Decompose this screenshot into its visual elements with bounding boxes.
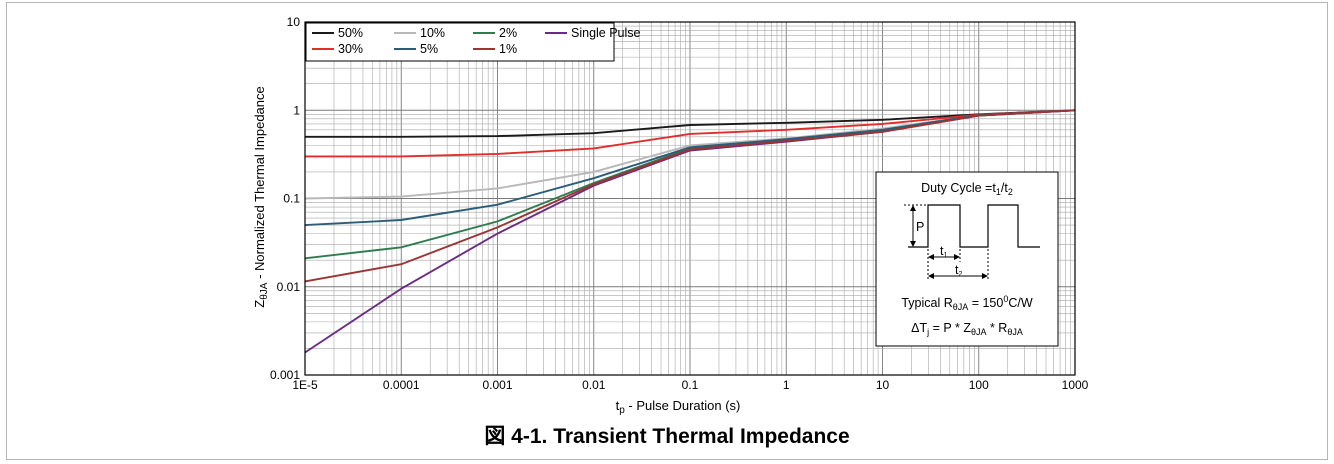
plot-border — [304, 21, 1076, 376]
y-tick-label: 10 — [287, 15, 301, 29]
series-line-30- — [305, 109, 1076, 158]
caption-prefix: 図 4-1. — [484, 425, 548, 448]
duty-cycle-inset: Duty Cycle =t1/t2 P t1 t2 Typical RθJA =… — [875, 171, 1059, 347]
legend-label-2-: 2% — [499, 26, 517, 40]
series-line-1- — [304, 109, 1076, 283]
inset-delta-t: ΔTj = P * ZθJA * RθJA — [911, 321, 1023, 337]
typ-value: = 150 — [968, 296, 1003, 310]
x-tick-label: 0.1 — [682, 378, 699, 392]
dt-eq: = P * Z — [929, 321, 971, 335]
x-tick-label: 10 — [876, 378, 890, 392]
t1-label: t1 — [940, 244, 947, 259]
t1-arrow-right — [954, 254, 960, 260]
p-arrow-up — [910, 205, 916, 211]
p-label: P — [916, 220, 924, 234]
t1-main: t — [940, 244, 944, 258]
legend-label-50-: 50% — [338, 26, 363, 40]
series-line-50- — [305, 109, 1076, 138]
legend-label-single-pulse: Single Pulse — [571, 26, 641, 40]
dt-sub: j — [926, 327, 929, 337]
t2-main: t — [955, 263, 959, 277]
t2-sub: 2 — [958, 271, 962, 278]
figure-caption: 図 4-1. Transient Thermal Impedance — [0, 420, 1334, 450]
p-arrow-down — [910, 241, 916, 247]
inset-typical: Typical RθJA = 1500C/W — [901, 294, 1033, 312]
x-tick-label: 1E-5 — [292, 378, 318, 392]
pulse-waveform — [908, 204, 1040, 248]
legend-label-1-: 1% — [499, 42, 517, 56]
x-axis-label: tp - Pulse Duration (s) — [616, 398, 741, 416]
x-tick-label: 1000 — [1062, 378, 1089, 392]
x-tick-label: 0.0001 — [383, 378, 420, 392]
legend-label-10-: 10% — [420, 26, 445, 40]
duty-sub2: 2 — [1008, 187, 1013, 197]
dt-sub3: θJA — [1007, 327, 1023, 337]
duty-sub1: 1 — [996, 187, 1001, 197]
t2-arrow-left — [928, 273, 934, 279]
dt-times: * R — [986, 321, 1007, 335]
y-tick-label: 1 — [293, 103, 300, 117]
y-tick-label: 0.01 — [277, 280, 301, 294]
y-axis-label-rest: - Normalized Thermal Impedance — [252, 86, 267, 282]
x-axis-label-sub: p — [619, 405, 625, 416]
y-axis-label-main: Z — [252, 300, 267, 308]
duty-slash: /t — [1001, 181, 1008, 195]
y-axis-label: ZθJA - Normalized Thermal Impedance — [252, 86, 270, 307]
inset-box — [875, 171, 1059, 347]
y-tick-label: 0.1 — [283, 192, 300, 206]
legend-label-30-: 30% — [338, 42, 363, 56]
tick-labels: 1E-5 0.0001 0.001 0.01 0.1 1 10 100 10000.0010.0… — [270, 15, 1089, 392]
legend-label-5-: 5% — [420, 42, 438, 56]
figure-frame — [6, 2, 1328, 460]
dt-main: ΔT — [911, 321, 927, 335]
inset-duty-cycle: Duty Cycle =t1/t2 — [921, 181, 1013, 197]
typ-sup: 0 — [1003, 294, 1008, 304]
y-tick-label: 0.001 — [270, 368, 300, 382]
y-axis-label-sub: θJA — [259, 282, 270, 300]
duty-text: Duty Cycle =t — [921, 181, 996, 195]
x-axis-label-main: t — [616, 398, 620, 413]
legend-box — [305, 22, 615, 62]
legend: 50% 10% 2% Single Pulse 30% 5% 1% — [305, 22, 641, 62]
x-tick-label: 0.01 — [582, 378, 606, 392]
dt-sub2: θJA — [971, 327, 987, 337]
thermal-impedance-chart: 1E-5 0.0001 0.001 0.01 0.1 1 10 100 10000.0010.0… — [252, 15, 1089, 416]
t2-label: t2 — [955, 263, 962, 278]
t2-arrow-right — [982, 273, 988, 279]
x-tick-label: 100 — [969, 378, 989, 392]
t1-sub: 1 — [943, 252, 947, 259]
typ-unit: C/W — [1008, 296, 1033, 310]
typ-text: Typical R — [901, 296, 952, 310]
t1-arrow-left — [928, 254, 934, 260]
x-tick-label: 1 — [783, 378, 790, 392]
series-line-5- — [304, 109, 1076, 227]
caption-title: Transient Thermal Impedance — [553, 425, 850, 448]
typ-sub: θJA — [953, 302, 969, 312]
series-lines — [304, 109, 1076, 354]
x-axis-label-rest: - Pulse Duration (s) — [625, 398, 741, 413]
x-tick-label: 0.001 — [482, 378, 512, 392]
